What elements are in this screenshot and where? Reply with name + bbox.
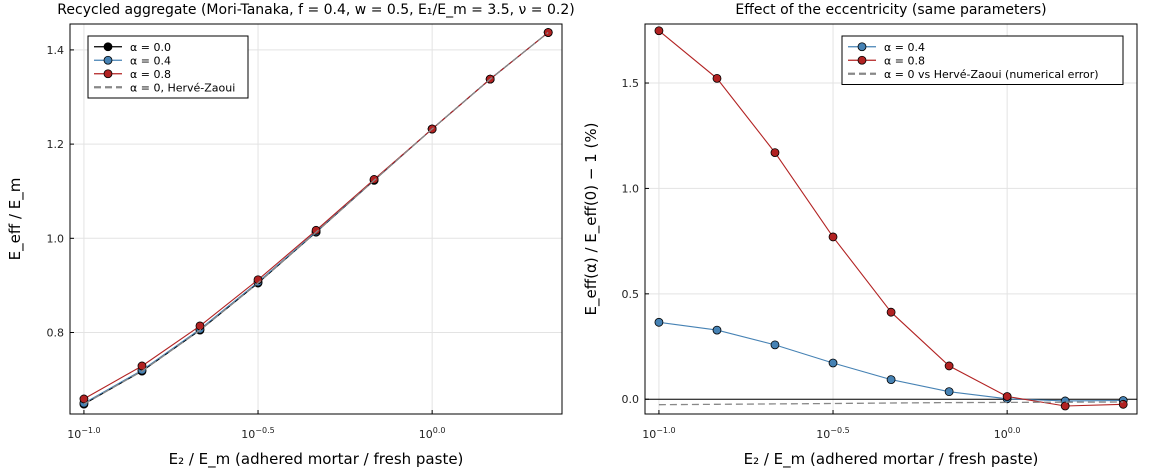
right-series-line-1 xyxy=(658,30,1124,407)
left-x-axis-label: E₂ / E_m (adhered mortar / fresh paste) xyxy=(169,450,464,469)
right-data-point xyxy=(944,361,954,371)
right-data-point xyxy=(886,375,896,385)
right-data-point xyxy=(1060,401,1070,411)
right-x-tick-label: 10−0.5 xyxy=(816,426,849,441)
left-data-point xyxy=(311,225,321,235)
right-x-tick-label: 100.0 xyxy=(994,426,1021,441)
left-data-point xyxy=(137,361,147,371)
left-y-axis-label: E_eff / E_m xyxy=(6,178,25,261)
right-legend-marker xyxy=(857,42,867,52)
right-data-point xyxy=(712,325,722,335)
left-y-tick-label: 1.0 xyxy=(47,232,65,245)
right-legend-marker xyxy=(857,55,867,65)
left-chart: Recycled aggregate (Mori-Tanaka, f = 0.4… xyxy=(6,2,575,469)
right-chart: Effect of the eccentricity (same paramet… xyxy=(582,2,1138,469)
left-data-point xyxy=(195,321,205,331)
right-plot-area xyxy=(644,23,1138,415)
left-legend-marker xyxy=(103,55,113,65)
left-y-tick-label: 1.4 xyxy=(47,44,65,57)
right-legend-box xyxy=(841,35,1124,85)
right-chart-title: Effect of the eccentricity (same paramet… xyxy=(735,2,1046,18)
right-series-line-0 xyxy=(658,321,1124,402)
right-data-point xyxy=(654,26,664,36)
right-data-point xyxy=(944,387,954,397)
right-legend: α = 0.4α = 0.8α = 0 vs Hervé-Zaoui (nume… xyxy=(841,35,1124,85)
right-x-tick-label: 10−1.0 xyxy=(642,426,675,441)
right-y-tick-label: 0.0 xyxy=(622,393,640,406)
right-x-axis-label: E₂ / E_m (adhered mortar / fresh paste) xyxy=(744,450,1039,469)
right-y-tick-label: 0.5 xyxy=(622,288,640,301)
left-legend-label: α = 0.0 xyxy=(130,41,171,54)
left-x-tick-label: 100.0 xyxy=(419,426,446,441)
left-legend-label: α = 0.8 xyxy=(130,68,171,81)
left-x-tick-label: 10−1.0 xyxy=(67,426,100,441)
right-y-tick-label: 1.0 xyxy=(622,182,640,195)
left-legend-box xyxy=(87,35,249,99)
right-data-point xyxy=(654,317,664,327)
left-legend: α = 0.0α = 0.4α = 0.8α = 0, Hervé-Zaoui xyxy=(87,35,249,99)
left-chart-title: Recycled aggregate (Mori-Tanaka, f = 0.4… xyxy=(57,2,574,18)
left-series-line-3 xyxy=(83,31,549,405)
right-legend-label: α = 0.4 xyxy=(884,41,925,54)
left-legend-label: α = 0, Hervé-Zaoui xyxy=(130,81,235,94)
right-legend-label: α = 0.8 xyxy=(884,54,925,67)
right-data-point xyxy=(828,358,838,368)
right-data-point xyxy=(712,73,722,83)
left-data-point xyxy=(543,28,553,37)
right-series-line-2 xyxy=(658,401,1124,406)
right-data-point xyxy=(770,148,780,157)
left-plot-area xyxy=(69,23,563,415)
left-data-point xyxy=(79,394,89,404)
right-data-point xyxy=(828,232,838,242)
left-y-tick-label: 1.2 xyxy=(47,138,65,151)
right-data-point xyxy=(886,307,896,317)
right-y-axis-label: E_eff(α) / E_eff(0) − 1 (%) xyxy=(582,123,601,316)
left-legend-marker xyxy=(103,42,113,52)
left-y-tick-label: 0.8 xyxy=(47,327,65,340)
left-legend-marker xyxy=(103,69,113,79)
left-legend-label: α = 0.4 xyxy=(130,54,171,67)
left-x-tick-label: 10−0.5 xyxy=(241,426,274,441)
right-data-point xyxy=(1002,392,1012,401)
right-data-point xyxy=(770,340,780,350)
right-y-tick-label: 1.5 xyxy=(622,77,640,90)
right-legend-label: α = 0 vs Hervé-Zaoui (numerical error) xyxy=(884,68,1099,81)
right-data-point xyxy=(1118,399,1128,409)
